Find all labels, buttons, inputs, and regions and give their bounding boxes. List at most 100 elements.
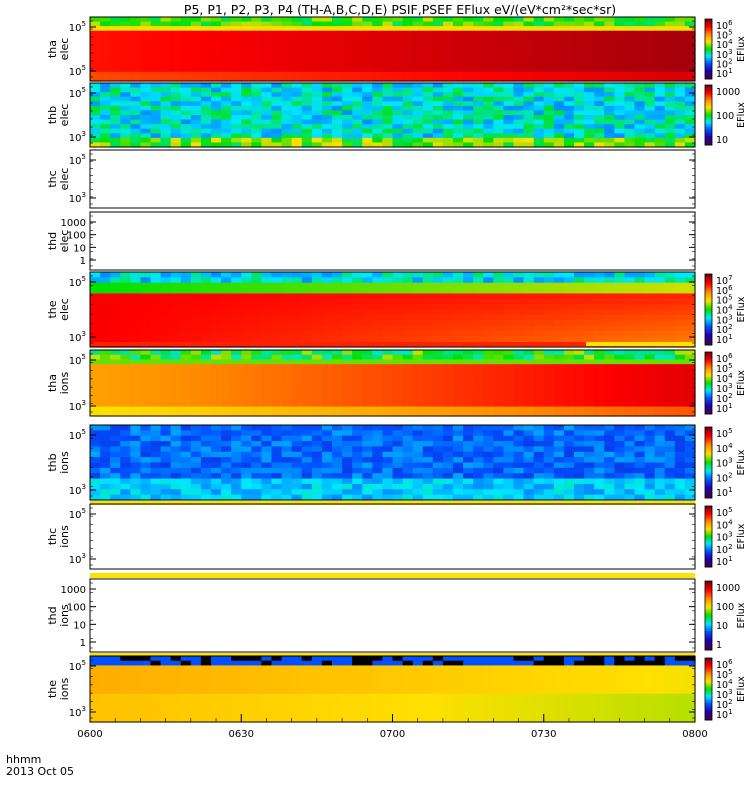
spectrogram-cell [624, 359, 636, 365]
spectrogram-cell [684, 119, 696, 125]
spectrogram-cell [180, 656, 192, 662]
spectrogram-cell [392, 383, 404, 389]
spectrogram-cell [170, 26, 182, 32]
spectrogram-cell [533, 119, 545, 125]
spectrogram-cell [664, 62, 676, 68]
spectrogram-cell [281, 378, 293, 384]
colorbar-segment [705, 398, 712, 401]
spectrogram-cell [644, 451, 656, 458]
spectrogram-cell [604, 435, 615, 442]
spectrogram-cell [190, 110, 202, 116]
spectrogram-cell [231, 406, 242, 412]
colorbar-segment [705, 43, 712, 45]
spectrogram-cell [140, 96, 152, 102]
spectrogram-cell [221, 67, 232, 73]
spectrogram-cell [140, 373, 152, 379]
spectrogram-cell [332, 656, 343, 662]
spectrogram-cell [483, 304, 494, 311]
spectrogram-cell [130, 309, 142, 316]
spectrogram-cell [664, 49, 676, 55]
spectrogram-cell [271, 314, 283, 321]
spectrogram-cell [503, 309, 515, 316]
spectrogram-cell [533, 430, 545, 437]
spectrogram-cell [372, 142, 384, 148]
spectrogram-cell [513, 277, 525, 284]
spectrogram-cell [120, 124, 131, 130]
spectrogram-cell [453, 35, 464, 41]
colorbar-segment [705, 559, 712, 562]
spectrogram-cell [553, 473, 565, 480]
spectrogram-cell [382, 309, 394, 316]
spectrogram-cell [523, 142, 535, 148]
spectrogram-cell [231, 446, 242, 453]
spectrogram-cell [402, 467, 414, 474]
spectrogram-cell [412, 76, 424, 82]
spectrogram-cell [412, 83, 424, 89]
colorbar-segment [705, 387, 712, 390]
spectrogram-cell [170, 105, 182, 112]
spectrogram-cell [624, 304, 636, 311]
spectrogram-cell [594, 373, 605, 379]
spectrogram-cell [594, 304, 605, 311]
spectrogram-cell [261, 350, 273, 356]
colorbar-segment [705, 131, 712, 134]
spectrogram-cell [241, 320, 252, 327]
colorbar-segment [705, 467, 712, 471]
spectrogram-cell [190, 314, 202, 321]
spectrogram-cell [332, 383, 343, 389]
spectrogram-cell [422, 494, 434, 501]
colorbar-segment [705, 560, 712, 563]
spectrogram-cell [311, 411, 323, 417]
colorbar-segment [705, 389, 712, 392]
spectrogram-cell [211, 406, 222, 412]
spectrogram-cell [614, 359, 626, 365]
spectrogram-cell [574, 387, 585, 394]
spectrogram-cell [422, 282, 434, 289]
spectrogram-cell [231, 92, 242, 98]
spectrogram-cell [251, 277, 263, 284]
spectrogram-cell [473, 30, 484, 36]
spectrogram-cell [130, 325, 142, 332]
spectrogram-cell [553, 401, 565, 408]
spectrogram-cell [110, 314, 121, 321]
spectrogram-cell [382, 17, 394, 23]
spectrogram-cell [281, 272, 293, 278]
spectrogram-cell [301, 467, 313, 474]
spectrogram-cell [453, 462, 464, 469]
spectrogram-cell [523, 124, 535, 130]
spectrogram-cell [584, 293, 595, 300]
colorbar-tick-label: 1000 [716, 87, 740, 98]
spectrogram-cell [563, 441, 575, 448]
spectrogram-cell [493, 44, 505, 50]
spectrogram-cell [372, 336, 384, 343]
spectrogram-cell [493, 406, 505, 412]
spectrogram-cell [684, 76, 696, 82]
spectrogram-cell [211, 21, 222, 27]
spectrogram-cell [160, 17, 172, 23]
spectrogram-cell [543, 457, 555, 464]
spectrogram-cell [402, 330, 414, 337]
spectrogram-cell [503, 325, 515, 332]
spectrogram-cell [473, 71, 484, 78]
spectrogram-cell [211, 660, 222, 667]
spectrogram-cell [432, 451, 444, 458]
spectrogram-cell [372, 397, 384, 403]
spectrogram-cell [211, 87, 222, 93]
spectrogram-cell [463, 473, 474, 480]
spectrogram-cell [362, 483, 373, 490]
spectrogram-cell [231, 137, 242, 144]
spectrogram-cell [140, 378, 152, 384]
colorbar-segment [705, 430, 712, 433]
spectrogram-cell [402, 359, 414, 365]
spectrogram-cell [392, 26, 404, 32]
spectrogram-cell [180, 58, 192, 64]
spectrogram-cell [644, 71, 656, 78]
spectrogram-cell [624, 387, 636, 394]
spectrogram-cell [352, 364, 363, 370]
spectrogram-cell [453, 49, 464, 55]
spectrogram-cell [200, 272, 212, 278]
spectrogram-cell [291, 119, 303, 125]
spectrogram-cell [563, 101, 575, 107]
spectrogram-cell [543, 309, 555, 316]
spectrogram-cell [342, 110, 353, 116]
